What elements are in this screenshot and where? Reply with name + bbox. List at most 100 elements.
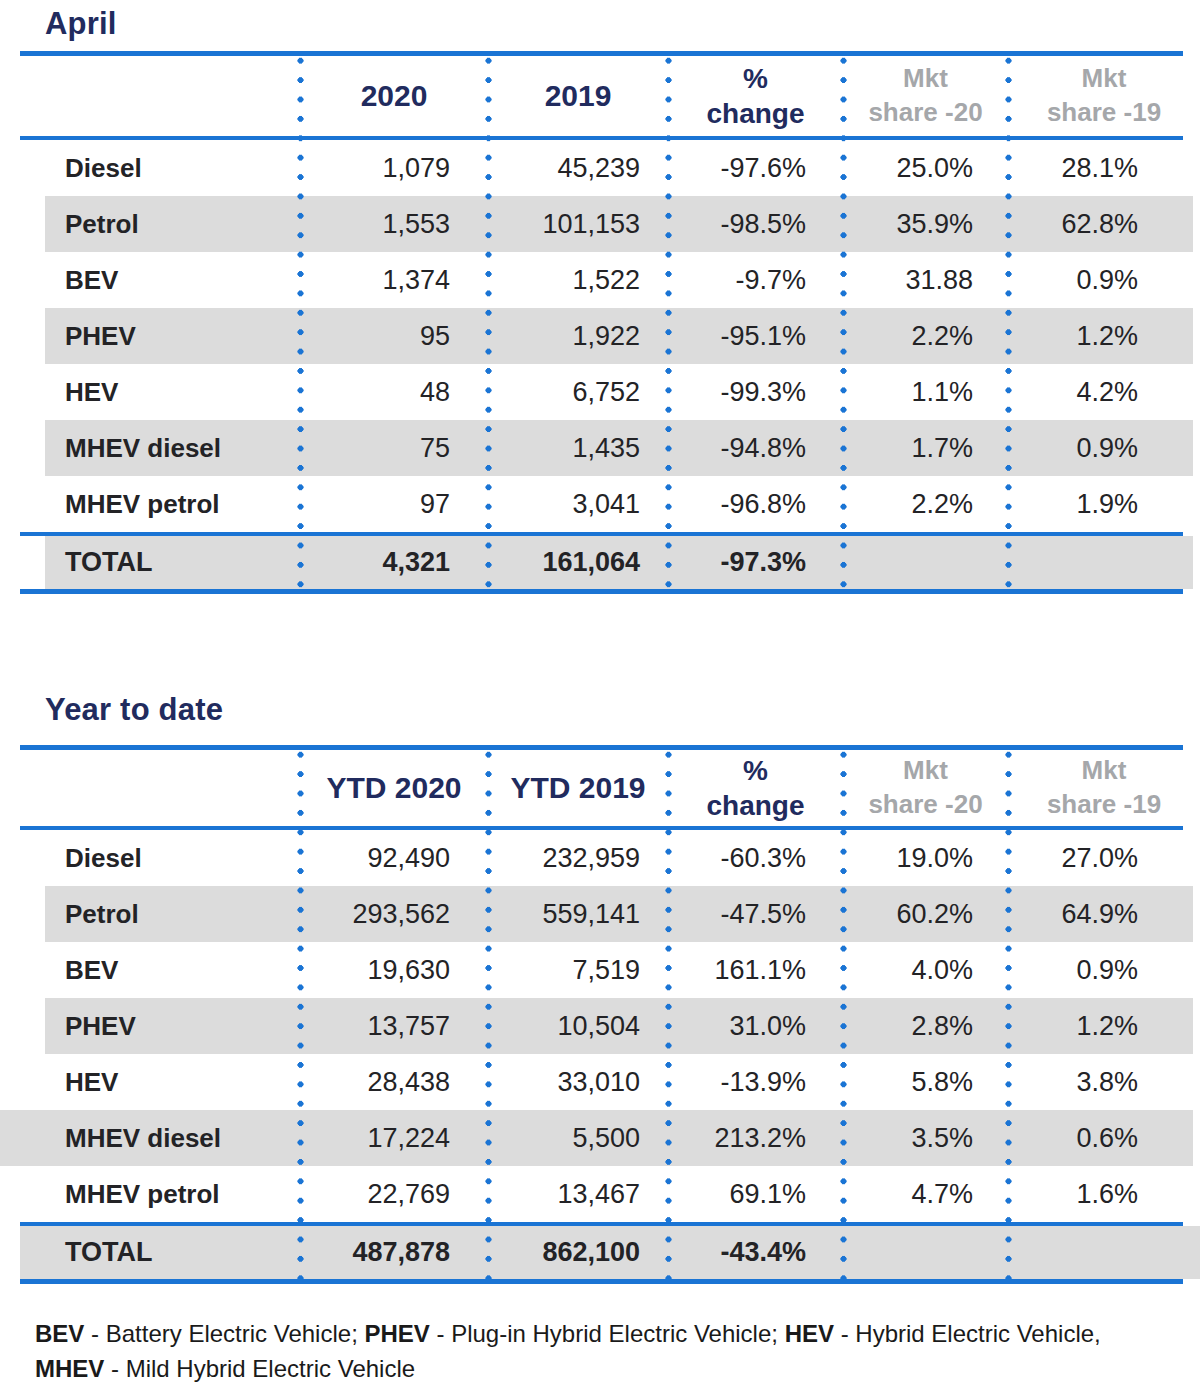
- row-label: TOTAL: [0, 1237, 300, 1268]
- column-divider-dotted: [840, 51, 847, 594]
- row-label: PHEV: [0, 321, 300, 352]
- table-row: PHEV 95 1,922 -95.1% 2.2% 1.2%: [0, 308, 1200, 364]
- column-divider-dotted: [665, 745, 672, 1284]
- column-divider-dotted: [297, 51, 304, 594]
- column-divider-dotted: [665, 51, 672, 594]
- column-divider-dotted: [485, 51, 492, 594]
- value-mkt-share-19: 4.2%: [1008, 377, 1200, 408]
- value-mkt-share-19: 0.9%: [1008, 955, 1200, 986]
- value-mkt-share-20: 31.88: [843, 265, 1008, 296]
- value-pct-change: -95.1%: [668, 321, 843, 352]
- column-header-mkt-share-20: Mkt share -20: [843, 754, 1008, 822]
- value-mkt-share-19: 27.0%: [1008, 843, 1200, 874]
- value-mkt-share-19: 1.9%: [1008, 489, 1200, 520]
- column-divider-dotted: [485, 745, 492, 1284]
- table-row: MHEV petrol 97 3,041 -96.8% 2.2% 1.9%: [0, 476, 1200, 532]
- value-ytd-2019: 5,500: [488, 1123, 668, 1154]
- legend-abbr-mhev: MHEV: [35, 1355, 104, 1382]
- value-2020: 1,374: [300, 265, 488, 296]
- value-ytd-2019: 13,467: [488, 1179, 668, 1210]
- table-row: HEV 28,438 33,010 -13.9% 5.8% 3.8%: [0, 1054, 1200, 1110]
- value-pct-change: 31.0%: [668, 1011, 843, 1042]
- legend-text: BEV - Battery Electric Vehicle; PHEV - P…: [35, 1316, 1185, 1386]
- table-row: Diesel 1,079 45,239 -97.6% 25.0% 28.1%: [0, 140, 1200, 196]
- column-header-pct-change: % change: [668, 61, 843, 131]
- row-label: Diesel: [0, 843, 300, 874]
- value-pct-change: -60.3%: [668, 843, 843, 874]
- table-row: Petrol 293,562 559,141 -47.5% 60.2% 64.9…: [0, 886, 1200, 942]
- value-ytd-2019: 33,010: [488, 1067, 668, 1098]
- legend-abbr-phev: PHEV: [364, 1320, 429, 1347]
- value-mkt-share-20: 5.8%: [843, 1067, 1008, 1098]
- value-pct-change: -43.4%: [668, 1237, 843, 1268]
- value-ytd-2019: 862,100: [488, 1237, 668, 1268]
- table-row: PHEV 13,757 10,504 31.0% 2.8% 1.2%: [0, 998, 1200, 1054]
- value-mkt-share-19: 1.6%: [1008, 1179, 1200, 1210]
- column-header-mkt-share-20: Mkt share -20: [843, 62, 1008, 130]
- row-label: HEV: [0, 377, 300, 408]
- table-row: MHEV diesel 75 1,435 -94.8% 1.7% 0.9%: [0, 420, 1200, 476]
- value-pct-change: -96.8%: [668, 489, 843, 520]
- april-section-title: April: [45, 6, 1200, 42]
- value-pct-change: 69.1%: [668, 1179, 843, 1210]
- value-2020: 95: [300, 321, 488, 352]
- column-header-ytd-2020: YTD 2020: [300, 771, 488, 805]
- row-label: MHEV petrol: [0, 1179, 300, 1210]
- value-mkt-share-20: 35.9%: [843, 209, 1008, 240]
- value-ytd-2020: 17,224: [300, 1123, 488, 1154]
- value-2019: 1,922: [488, 321, 668, 352]
- value-mkt-share-20: 2.8%: [843, 1011, 1008, 1042]
- row-label: TOTAL: [0, 547, 300, 578]
- table-row: HEV 48 6,752 -99.3% 1.1% 4.2%: [0, 364, 1200, 420]
- row-label: PHEV: [0, 1011, 300, 1042]
- value-2020: 97: [300, 489, 488, 520]
- value-mkt-share-20: 60.2%: [843, 899, 1008, 930]
- legend-abbr-bev: BEV: [35, 1320, 84, 1347]
- ytd-table-header-row: YTD 2020 YTD 2019 % change Mkt share -20…: [0, 750, 1200, 826]
- table-row: MHEV diesel 17,224 5,500 213.2% 3.5% 0.6…: [0, 1110, 1200, 1166]
- value-mkt-share-19: 0.9%: [1008, 265, 1200, 296]
- total-row: TOTAL 4,321 161,064 -97.3%: [0, 536, 1200, 589]
- value-2020: 4,321: [300, 547, 488, 578]
- value-mkt-share-19: 3.8%: [1008, 1067, 1200, 1098]
- value-2019: 6,752: [488, 377, 668, 408]
- row-label: Diesel: [0, 153, 300, 184]
- value-mkt-share-19: 1.2%: [1008, 321, 1200, 352]
- legend-def-hev: - Hybrid Electric Vehicle,: [834, 1320, 1101, 1347]
- value-mkt-share-19: 1.2%: [1008, 1011, 1200, 1042]
- row-label: MHEV petrol: [0, 489, 300, 520]
- value-ytd-2019: 7,519: [488, 955, 668, 986]
- row-label: Petrol: [0, 209, 300, 240]
- legend-def-bev: - Battery Electric Vehicle;: [84, 1320, 364, 1347]
- row-label: MHEV diesel: [0, 433, 300, 464]
- table-row: Petrol 1,553 101,153 -98.5% 35.9% 62.8%: [0, 196, 1200, 252]
- value-pct-change: -98.5%: [668, 209, 843, 240]
- row-label: BEV: [0, 955, 300, 986]
- value-mkt-share-20: 1.7%: [843, 433, 1008, 464]
- value-2020: 1,079: [300, 153, 488, 184]
- value-pct-change: 161.1%: [668, 955, 843, 986]
- value-mkt-share-19: 0.9%: [1008, 433, 1200, 464]
- value-mkt-share-20: 1.1%: [843, 377, 1008, 408]
- value-pct-change: -99.3%: [668, 377, 843, 408]
- value-2019: 1,435: [488, 433, 668, 464]
- row-label: Petrol: [0, 899, 300, 930]
- column-header-mkt-share-19: Mkt share -19: [1008, 754, 1200, 822]
- value-2019: 3,041: [488, 489, 668, 520]
- value-ytd-2020: 22,769: [300, 1179, 488, 1210]
- row-label: MHEV diesel: [0, 1123, 300, 1154]
- value-pct-change: -13.9%: [668, 1067, 843, 1098]
- column-header-2020: 2020: [300, 79, 488, 113]
- value-mkt-share-20: 4.0%: [843, 955, 1008, 986]
- value-2020: 48: [300, 377, 488, 408]
- row-label: HEV: [0, 1067, 300, 1098]
- legend-def-mhev: - Mild Hybrid Electric Vehicle: [104, 1355, 415, 1382]
- table-row: BEV 19,630 7,519 161.1% 4.0% 0.9%: [0, 942, 1200, 998]
- legend-abbr-hev: HEV: [785, 1320, 834, 1347]
- table-row: BEV 1,374 1,522 -9.7% 31.88 0.9%: [0, 252, 1200, 308]
- value-mkt-share-19: 0.6%: [1008, 1123, 1200, 1154]
- value-mkt-share-19: 64.9%: [1008, 899, 1200, 930]
- column-header-pct-change: % change: [668, 753, 843, 823]
- total-row: TOTAL 487,878 862,100 -43.4%: [0, 1226, 1200, 1279]
- value-mkt-share-20: 2.2%: [843, 321, 1008, 352]
